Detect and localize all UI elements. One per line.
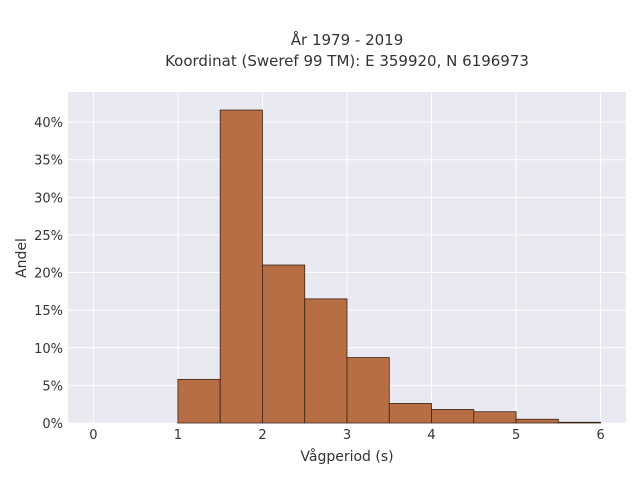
y-tick-label: 35% <box>34 154 63 169</box>
x-tick-label: 5 <box>512 428 520 443</box>
y-tick-label: 10% <box>34 342 63 357</box>
y-tick-label: 20% <box>34 267 63 282</box>
histogram-bars <box>177 109 602 424</box>
y-tick-labels: 0% 5% 10% 15% 20% 25% 30% 35% 40% <box>34 116 63 432</box>
y-axis-label: Andel <box>14 238 30 278</box>
y-tick-label: 0% <box>42 417 63 432</box>
chart-title-line-2: Koordinat (Sweref 99 TM): E 359920, N 61… <box>165 52 529 70</box>
x-tick-label: 1 <box>174 428 182 443</box>
histogram-bar <box>304 298 348 424</box>
y-tick-label: 15% <box>34 304 63 319</box>
x-tick-label: 6 <box>596 428 604 443</box>
histogram-bar <box>388 403 432 424</box>
y-tick-label: 25% <box>34 229 63 244</box>
histogram-bar <box>515 418 559 424</box>
histogram-bar <box>219 109 263 424</box>
histogram-bar <box>262 264 306 424</box>
x-axis-label: Vågperiod (s) <box>300 448 393 465</box>
x-tick-label: 0 <box>89 428 97 443</box>
x-tick-label: 3 <box>343 428 351 443</box>
histogram-bar <box>346 357 390 424</box>
histogram-bar <box>177 378 221 424</box>
histogram-bar <box>473 411 517 424</box>
chart-title-line-1: År 1979 - 2019 <box>291 30 404 49</box>
x-tick-label: 4 <box>427 428 435 443</box>
x-tick-label: 2 <box>258 428 266 443</box>
x-tick-labels: 0 1 2 3 4 5 6 <box>89 428 605 443</box>
histogram-bar <box>431 409 475 424</box>
y-tick-label: 5% <box>42 379 63 394</box>
y-tick-label: 40% <box>34 116 63 131</box>
y-tick-label: 30% <box>34 191 63 206</box>
histogram-bar <box>557 421 602 424</box>
